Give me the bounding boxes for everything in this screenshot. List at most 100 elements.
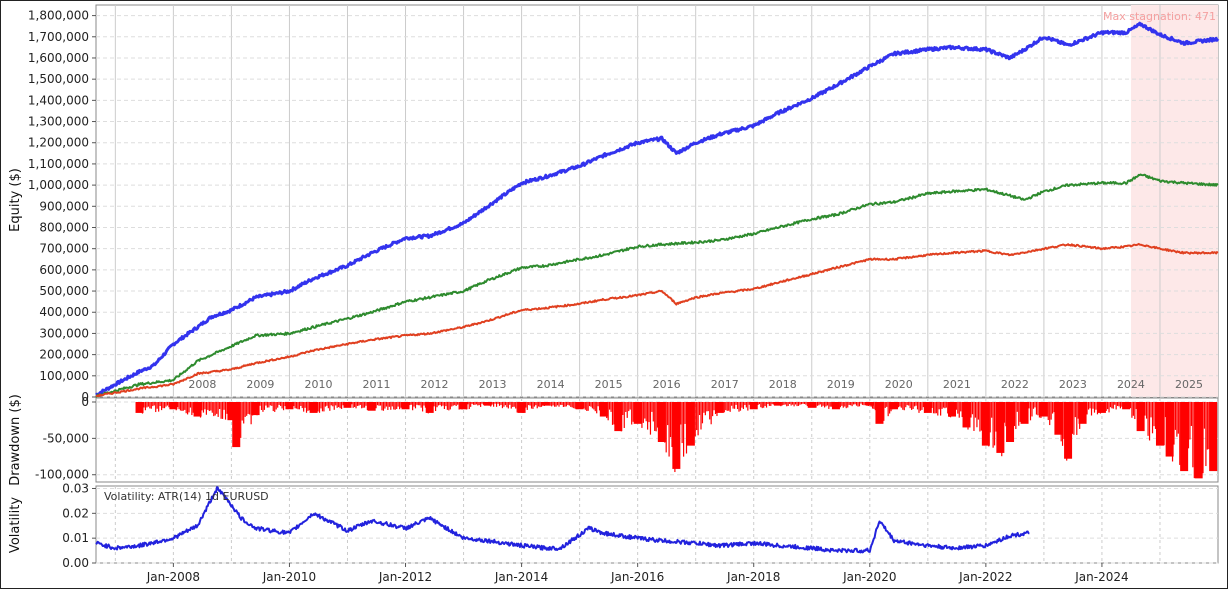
drawdown-bar [974, 402, 977, 418]
drawdown-bar [911, 402, 913, 410]
volatility-y-tick-label: 0.03 [62, 481, 89, 495]
drawdown-bar [214, 402, 216, 416]
drawdown-bar [1097, 402, 1106, 413]
drawdown-bar [763, 402, 765, 408]
drawdown-bar [954, 402, 956, 416]
year-label: 2020 [885, 378, 913, 391]
drawdown-bar [208, 402, 210, 412]
drawdown-bar [701, 402, 704, 424]
drawdown-bar [315, 402, 318, 406]
drawdown-bar [369, 402, 371, 408]
drawdown-bar [472, 402, 475, 405]
year-label: 2024 [1117, 378, 1145, 391]
drawdown-bar [166, 402, 169, 406]
drawdown-bar [765, 402, 768, 408]
drawdown-bar [773, 402, 775, 405]
drawdown-bar [461, 402, 463, 410]
drawdown-bar [207, 402, 209, 410]
drawdown-bar [725, 402, 727, 411]
year-label: 2019 [827, 378, 855, 391]
drawdown-bar [256, 402, 258, 416]
drawdown-bar [886, 402, 888, 407]
drawdown-bar [562, 402, 565, 407]
drawdown-bar [174, 402, 176, 407]
drawdown-bar [866, 402, 868, 405]
drawdown-bar [307, 402, 309, 411]
drawdown-bar [594, 402, 596, 412]
drawdown-bar [1049, 402, 1051, 426]
drawdown-bar [379, 402, 382, 406]
drawdown-bar [448, 402, 450, 411]
drawdown-bar [153, 402, 155, 406]
drawdown-bar [733, 402, 736, 409]
drawdown-bar [536, 402, 538, 409]
drawdown-bar [591, 402, 594, 409]
drawdown-bar [355, 402, 357, 409]
drawdown-bar [738, 402, 740, 412]
drawdown-bar [980, 402, 982, 431]
drawdown-bar [1092, 402, 1094, 409]
drawdown-bar [964, 402, 966, 418]
drawdown-bar [778, 402, 780, 404]
drawdown-bar [1066, 402, 1068, 461]
drawdown-bar [749, 402, 758, 410]
equity-y-tick-label: 1,600,000 [28, 51, 89, 65]
drawdown-bar [947, 402, 949, 414]
drawdown-bar [1047, 402, 1049, 421]
drawdown-bar [1076, 402, 1078, 435]
drawdown-bar [414, 402, 417, 409]
year-label: 2017 [711, 378, 739, 391]
drawdown-bar [445, 402, 447, 407]
drawdown-bar [741, 402, 743, 408]
drawdown-bar [412, 402, 414, 411]
drawdown-bar [460, 402, 462, 405]
drawdown-bar [688, 402, 691, 437]
drawdown-bar [227, 402, 230, 411]
drawdown-bar [635, 402, 637, 424]
drawdown-bar [861, 402, 864, 405]
drawdown-bar [246, 402, 248, 416]
drawdown-bar [284, 402, 286, 407]
drawdown-bar [555, 402, 557, 407]
drawdown-bar [632, 402, 634, 422]
year-label: 2011 [363, 378, 391, 391]
drawdown-bar [263, 402, 266, 410]
drawdown-bar [894, 402, 897, 406]
drawdown-bar [1107, 402, 1109, 410]
drawdown-bar [900, 402, 902, 408]
drawdown-bar [423, 402, 425, 406]
drawdown-bar [902, 402, 904, 410]
drawdown-bar [938, 402, 940, 410]
drawdown-bar [455, 402, 457, 406]
year-label: 2022 [1001, 378, 1029, 391]
drawdown-bar [452, 402, 454, 406]
drawdown-bar [194, 402, 196, 407]
volatility-line [95, 486, 1030, 554]
drawdown-bar [483, 402, 492, 406]
drawdown-bar [291, 402, 293, 406]
drawdown-bar [957, 402, 959, 414]
drawdown-bar [1095, 402, 1097, 410]
drawdown-bar [996, 402, 999, 436]
drawdown-bar [1026, 402, 1029, 419]
drawdown-bar [1010, 402, 1013, 436]
drawdown-bar [875, 402, 884, 424]
drawdown-bar [745, 402, 747, 408]
drawdown-bar [800, 402, 803, 405]
drawdown-bar [493, 402, 495, 407]
drawdown-bar [506, 402, 508, 408]
drawdown-bar [1173, 402, 1175, 445]
drawdown-bar [642, 402, 644, 423]
drawdown-bar [873, 402, 875, 409]
drawdown-bar [156, 402, 158, 409]
drawdown-bar [657, 402, 666, 442]
equity-y-tick-label: 400,000 [39, 305, 89, 319]
drawdown-bar [844, 402, 846, 407]
drawdown-bar [175, 402, 177, 411]
drawdown-bar [340, 402, 343, 409]
drawdown-bar [1029, 402, 1032, 421]
drawdown-bar [437, 402, 440, 406]
drawdown-bar [368, 402, 370, 408]
drawdown-bar [768, 402, 770, 406]
drawdown-bar [836, 402, 839, 407]
